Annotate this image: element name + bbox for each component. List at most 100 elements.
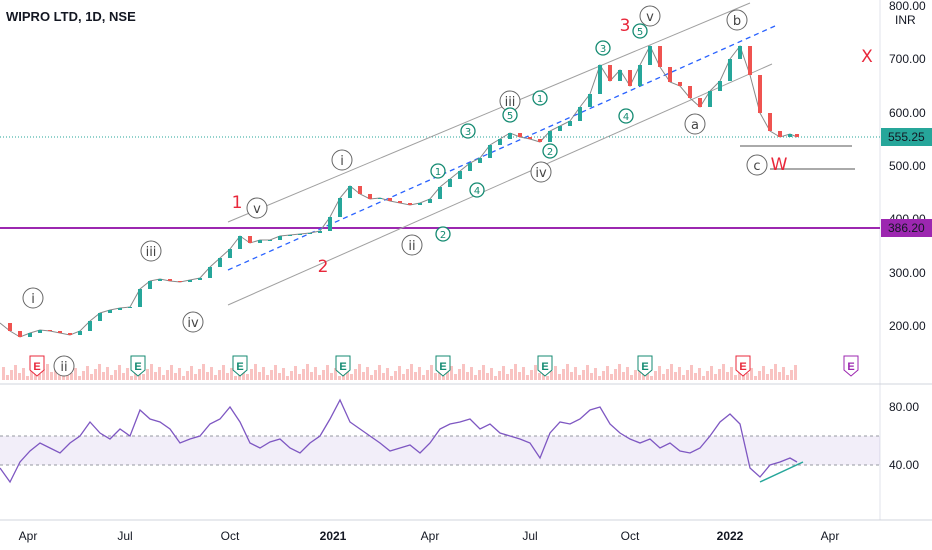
wave-label-grey: ii [60,360,67,375]
volume-bar [758,371,761,380]
price-tick-label: 700.00 [889,52,926,66]
channel-upper [227,2,751,223]
wave-label-grey: iv [187,316,199,331]
volume-bar [666,369,669,380]
volume-bar [126,368,129,380]
earnings-letter: E [439,361,446,373]
volume-bar [214,375,217,380]
wave-label-red: 1 [232,193,243,213]
earnings-letter: E [541,361,548,373]
earnings-marker [335,355,351,377]
volume-bar [678,367,681,380]
price-tick-label: 800.00 [889,0,926,13]
price-candle [78,331,82,335]
rsi-tick-label: 40.00 [889,458,919,472]
volume-bar [278,373,281,380]
volume-bar [482,365,485,380]
volume-bar [522,367,525,380]
volume-bar [330,373,333,380]
volume-bar [14,365,17,380]
volume-bar [578,375,581,380]
wave-circle-grey [246,197,268,219]
earnings-marker [843,355,859,377]
earnings-marker [637,355,653,377]
volume-bar [50,372,53,380]
volume-bar [514,364,517,380]
wave-label-grey: v [253,202,261,217]
price-candle [318,231,322,233]
volume-bar [394,371,397,380]
price-candle [298,234,302,235]
wave-label-grey: v [646,10,654,25]
volume-bar [38,374,41,380]
volume-bar [226,373,229,380]
wave-circle-grey [746,154,768,176]
time-tick-label: 2021 [320,529,347,543]
wave-label-teal: 5 [637,27,643,38]
volume-bar [6,375,9,380]
time-tick-label: Jul [522,529,537,543]
volume-bar [466,372,469,380]
volume-bar [674,372,677,380]
earnings-letter: E [641,361,648,373]
price-candle [388,198,392,201]
price-candle [18,331,22,337]
price-candle [548,131,552,142]
volume-bar [610,374,613,380]
volume-bar [658,366,661,380]
volume-bar [354,369,357,380]
volume-bar [314,367,317,380]
volume-bar [22,368,25,380]
volume-bar [662,374,665,380]
volume-bar [726,372,729,380]
price-candle [428,199,432,203]
price-candle [348,186,352,198]
rsi-line [0,398,798,484]
volume-bar [650,376,653,380]
volume-bar [54,367,57,380]
volume-bar [474,375,477,380]
volume-bar [166,370,169,380]
volume-bar [546,376,549,380]
volume-bar [302,369,305,380]
price-candle [338,198,342,217]
price-candle [688,86,692,98]
time-tick-label: Jul [117,529,132,543]
volume-bar [270,370,273,380]
volume-bar [506,374,509,380]
volume-bar [122,373,125,380]
earnings-letter: E [134,361,141,373]
volume-bar [382,373,385,380]
volume-bar [438,368,441,380]
wave-circle-grey [726,9,748,31]
volume-bar [626,367,629,380]
price-candle [158,279,162,281]
volume-bar [250,369,253,380]
volume-bar [722,364,725,380]
earnings-marker [232,355,248,377]
volume-bar [30,371,33,380]
wave-circle-teal [632,23,648,39]
price-candle [118,308,122,310]
volume-bar [778,372,781,380]
volume-bar [594,368,597,380]
volume-bar [774,364,777,380]
wave-label-grey: b [733,14,741,29]
wave-circle-teal [502,107,518,123]
wave-label-teal: 4 [474,186,480,197]
volume-bar [462,364,465,380]
wave-label-grey: iv [535,166,547,181]
earnings-marker [130,355,146,377]
volume-bar [434,373,437,380]
volume-bar [602,371,605,380]
volume-bar [290,371,293,380]
volume-bar [398,366,401,380]
price-candle [128,307,132,308]
volume-bar [258,372,261,380]
wave-circle-grey [140,240,162,262]
volume-bar [406,369,409,380]
price-candle [378,198,382,199]
volume-bar [26,376,29,380]
chart-title: WIPRO LTD, 1D, NSE [6,9,136,24]
price-candle [538,139,542,142]
